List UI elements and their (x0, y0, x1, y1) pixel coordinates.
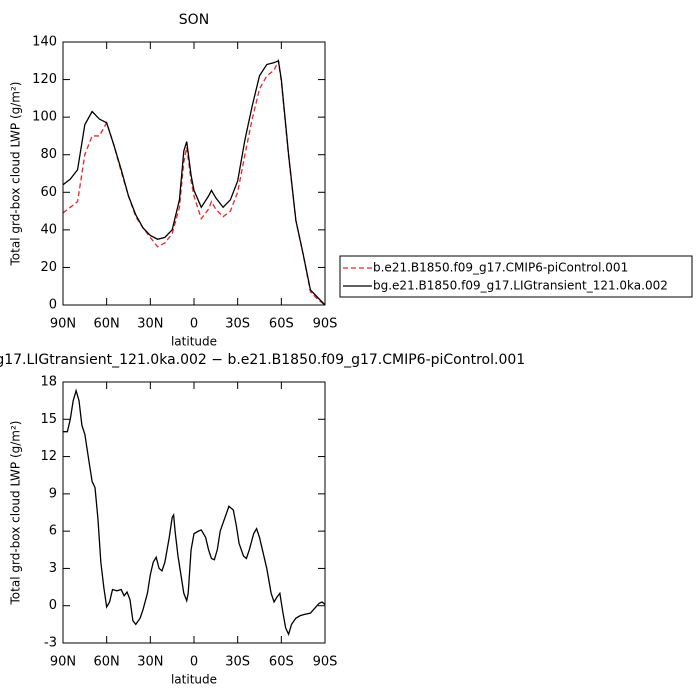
plot-frame (62, 381, 326, 644)
x-tick-label: 30N (137, 317, 163, 332)
y-tick-label: 12 (40, 449, 57, 464)
y-tick-label: 3 (49, 561, 57, 576)
y-axis-label: Total grd-box cloud LWP (g/m²) (9, 82, 23, 267)
x-tick-label: 60N (94, 317, 120, 332)
x-tick-label: 60N (94, 655, 120, 670)
y-axis-label: Total grd-box cloud LWP (g/m²) (9, 421, 23, 606)
x-tick-label: 90N (50, 655, 76, 670)
x-tick-label: 60S (269, 655, 294, 670)
y-tick-label: 9 (49, 486, 57, 501)
y-tick-label: 18 (40, 375, 57, 390)
x-tick-label: 30S (225, 317, 250, 332)
y-tick-label: 20 (40, 260, 57, 275)
y-tick-label: 100 (32, 110, 57, 125)
x-tick-label: 90S (313, 655, 338, 670)
y-tick-label: 140 (32, 35, 57, 50)
y-tick-label: 0 (49, 298, 57, 313)
x-tick-label: 30N (137, 655, 163, 670)
y-tick-label: 120 (32, 72, 57, 87)
chart-title: bg.e21.B1850.f09_g17.LIGtransient_121.0k… (0, 352, 525, 368)
data-line (62, 59, 326, 306)
plot-frame (62, 41, 326, 306)
y-tick-label: 60 (40, 185, 57, 200)
x-axis-label: latitude (171, 335, 217, 349)
x-tick-label: 30S (225, 655, 250, 670)
y-tick-label: 6 (49, 524, 57, 539)
y-tick-label: 40 (40, 222, 57, 237)
y-tick-label: 80 (40, 147, 57, 162)
y-tick-label: -3 (44, 636, 57, 651)
chart-title: SON (179, 12, 209, 28)
legend-label: b.e21.B1850.f09_g17.CMIP6-piControl.001 (373, 261, 628, 275)
x-tick-label: 0 (190, 317, 198, 332)
data-line (63, 388, 326, 637)
legend-label: bg.e21.B1850.f09_g17.LIGtransient_121.0k… (373, 279, 668, 293)
y-tick-label: 0 (49, 598, 57, 613)
legend-box (339, 255, 693, 298)
x-tick-label: 90N (50, 317, 76, 332)
y-tick-label: 15 (40, 412, 57, 427)
x-tick-label: 60S (269, 317, 294, 332)
x-tick-label: 0 (190, 655, 198, 670)
x-axis-label: latitude (171, 673, 217, 687)
x-tick-label: 90S (313, 317, 338, 332)
data-line (62, 58, 326, 306)
